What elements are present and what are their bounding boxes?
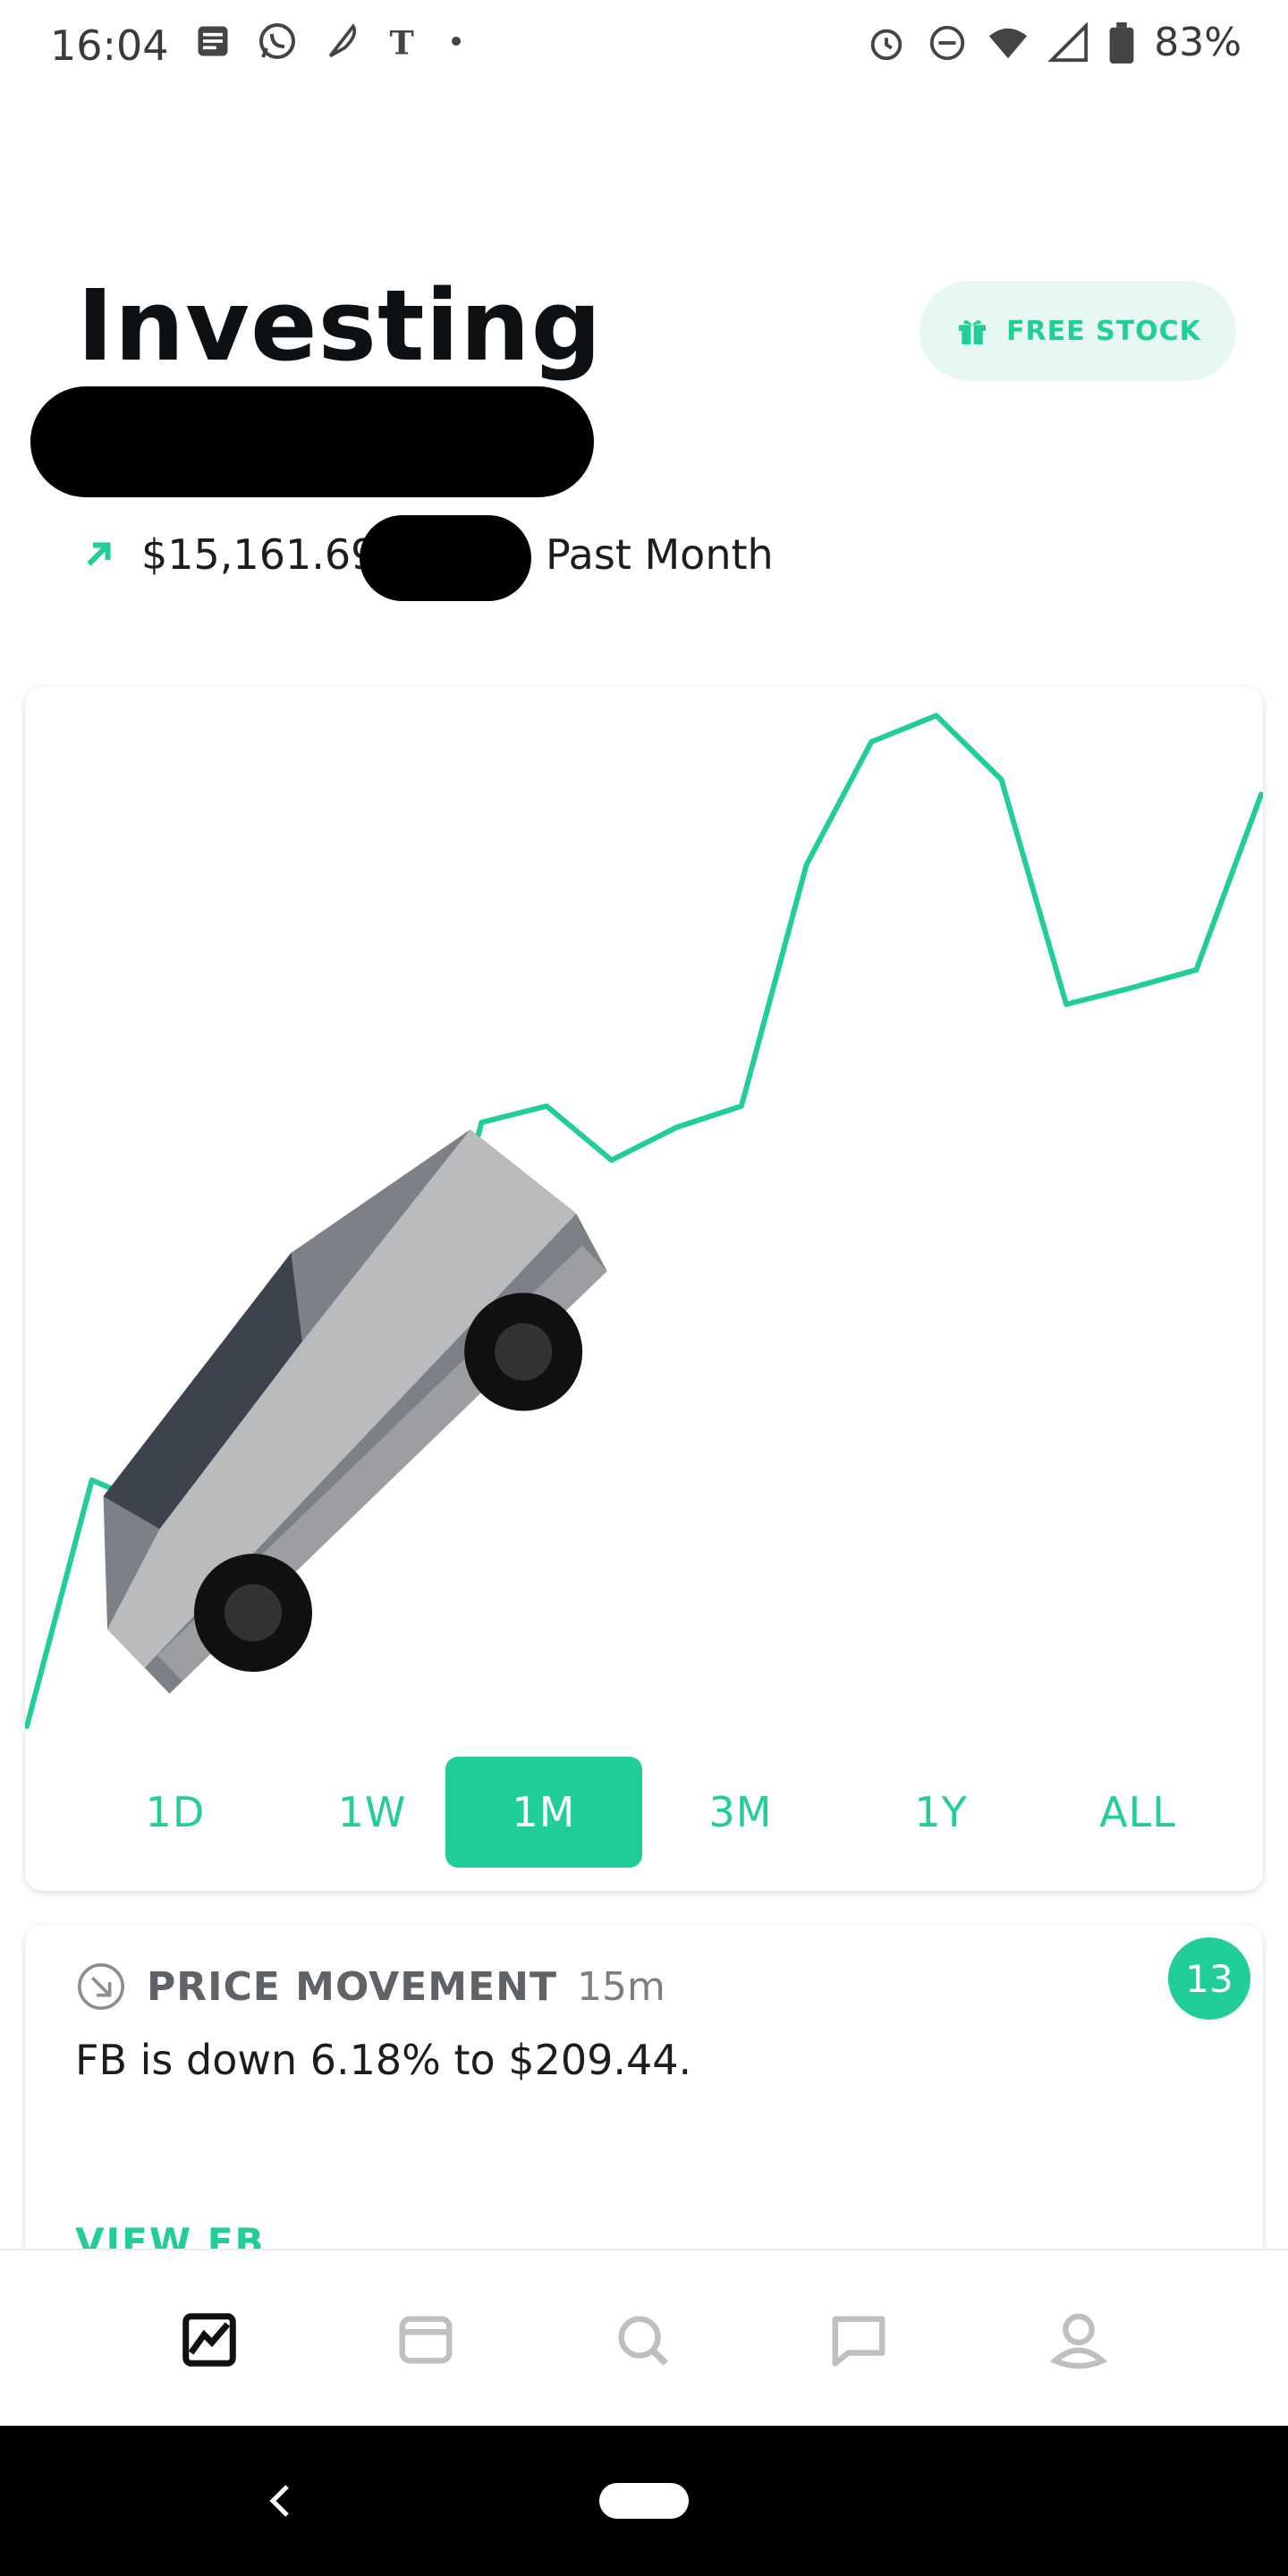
svg-text:T: T bbox=[390, 24, 414, 61]
range-tabs: 1D 1W 1M 3M 1Y ALL bbox=[25, 1757, 1263, 1868]
page-title: Investing bbox=[77, 268, 603, 383]
alarm-icon bbox=[870, 29, 902, 60]
gain-period: Past Month bbox=[546, 530, 774, 579]
account-icon bbox=[1049, 2313, 1108, 2369]
portfolio-icon bbox=[182, 2313, 236, 2367]
arrow-down-right-icon bbox=[78, 1963, 124, 2010]
notes-icon bbox=[198, 26, 228, 56]
system-icons: 83% bbox=[866, 20, 1241, 65]
range-tab-1m[interactable]: 1M bbox=[445, 1757, 642, 1868]
nav-portfolio[interactable] bbox=[172, 2302, 247, 2377]
system-nav-bar bbox=[0, 2426, 1288, 2576]
nyt-icon: T bbox=[390, 24, 414, 61]
portfolio-chart bbox=[25, 713, 1263, 1729]
feather-icon bbox=[328, 23, 357, 58]
nav-wallet[interactable] bbox=[388, 2302, 463, 2377]
notification-icons: T bbox=[193, 20, 465, 63]
free-stock-label: FREE STOCK bbox=[1006, 315, 1201, 347]
wallet-icon bbox=[399, 2316, 453, 2364]
status-bar: 16:04 T 83% bbox=[0, 0, 1288, 89]
whatsapp-icon bbox=[259, 23, 295, 59]
battery-percent: 83% bbox=[1154, 20, 1241, 65]
range-tab-1y[interactable]: 1Y bbox=[914, 1788, 968, 1836]
dot-icon bbox=[452, 37, 461, 46]
search-icon bbox=[618, 2316, 668, 2366]
range-tab-all[interactable]: ALL bbox=[1099, 1788, 1176, 1836]
free-stock-button[interactable]: FREE STOCK bbox=[919, 281, 1236, 381]
news-category: PRICE MOVEMENT bbox=[147, 1963, 557, 2010]
cybertruck-image bbox=[103, 1129, 607, 1694]
arrow-up-right-icon bbox=[87, 542, 111, 566]
back-chevron-icon bbox=[269, 2485, 289, 2517]
nav-account[interactable] bbox=[1041, 2302, 1116, 2377]
notification-count-badge: 13 bbox=[1168, 1937, 1250, 2020]
signal-icon bbox=[1048, 21, 1089, 62]
gain-row: $15,161.69 bbox=[82, 530, 377, 580]
gift-icon bbox=[959, 319, 987, 344]
home-button[interactable] bbox=[599, 2483, 689, 2519]
battery-icon bbox=[1109, 21, 1134, 64]
nav-search[interactable] bbox=[605, 2302, 680, 2377]
back-button[interactable] bbox=[259, 2474, 299, 2528]
range-tab-3m[interactable]: 3M bbox=[708, 1788, 773, 1836]
wifi-icon bbox=[989, 28, 1028, 58]
status-time: 16:04 bbox=[50, 21, 169, 70]
news-text: FB is down 6.18% to $209.44. bbox=[75, 2036, 692, 2084]
do-not-disturb-icon bbox=[930, 25, 965, 60]
redaction-mark bbox=[360, 515, 531, 601]
gain-amount: $15,161.69 bbox=[141, 530, 377, 579]
portfolio-chart-card: 1D 1W 1M 3M 1Y ALL bbox=[25, 687, 1263, 1891]
redaction-mark bbox=[30, 386, 594, 497]
range-tab-1w[interactable]: 1W bbox=[337, 1788, 407, 1836]
messages-icon bbox=[832, 2316, 886, 2367]
bottom-nav bbox=[0, 2249, 1288, 2428]
nav-messages[interactable] bbox=[821, 2302, 896, 2377]
news-time: 15m bbox=[576, 1963, 665, 2010]
range-tab-1d[interactable]: 1D bbox=[145, 1788, 206, 1836]
news-header: PRICE MOVEMENT 15m bbox=[75, 1961, 665, 2012]
